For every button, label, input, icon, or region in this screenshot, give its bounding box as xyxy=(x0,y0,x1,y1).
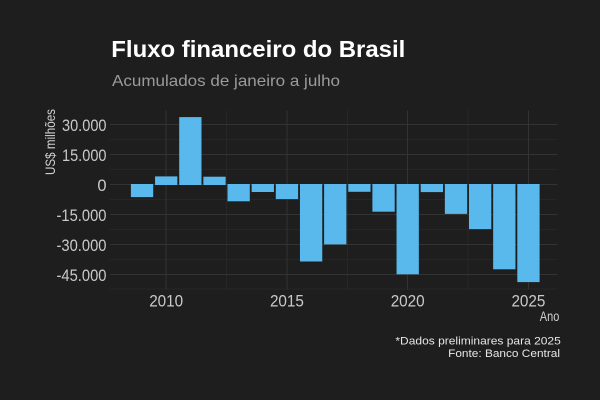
svg-text:US$ milhões: US$ milhões xyxy=(43,109,58,175)
svg-text:2020: 2020 xyxy=(391,292,425,310)
svg-text:-45.000: -45.000 xyxy=(57,267,107,285)
svg-text:2025: 2025 xyxy=(511,292,545,310)
svg-text:Acumulados de janeiro a julho: Acumulados de janeiro a julho xyxy=(112,73,340,90)
svg-text:*Dados preliminares para 2025: *Dados preliminares para 2025 xyxy=(395,336,560,348)
svg-text:30.000: 30.000 xyxy=(62,117,107,135)
svg-text:Ano: Ano xyxy=(540,309,560,324)
svg-text:-30.000: -30.000 xyxy=(57,237,107,255)
svg-text:15.000: 15.000 xyxy=(62,147,107,165)
svg-text:2015: 2015 xyxy=(270,292,304,310)
svg-text:2010: 2010 xyxy=(149,292,183,310)
svg-text:Fluxo financeiro do Brasil: Fluxo financeiro do Brasil xyxy=(111,36,405,62)
svg-text:Fonte: Banco Central: Fonte: Banco Central xyxy=(448,348,560,360)
svg-text:-15.000: -15.000 xyxy=(57,207,107,225)
svg-text:0: 0 xyxy=(97,177,106,195)
